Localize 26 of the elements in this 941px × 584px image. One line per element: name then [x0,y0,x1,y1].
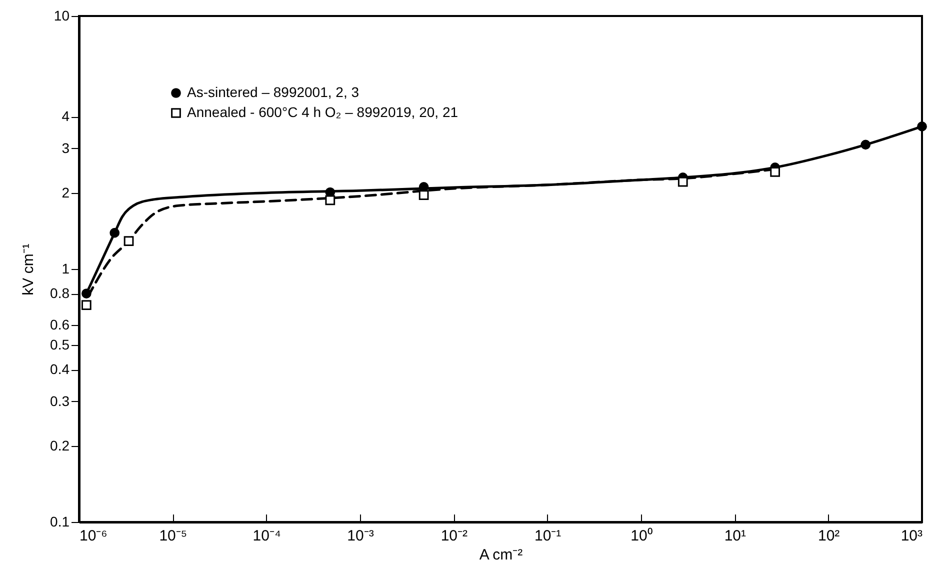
y-tick-label: 0.8 [50,285,70,302]
y-tick-label: 0.6 [50,316,70,333]
y-tick-label: 4 [62,108,70,124]
x-tick-label: 10³ [900,528,922,544]
x-tick-label: 10⁻⁶ [80,528,108,544]
x-axis-title: A cm⁻² [479,546,523,564]
y-tick-label: 0.5 [50,336,70,353]
y-tick-label: 3 [62,140,70,156]
x-tick-label: 10⁻³ [347,528,374,544]
y-tick-label: 2 [62,184,70,200]
y-axis-title: kV cm⁻¹ [20,244,38,296]
legend-label: Annealed - 600°C 4 h O₂ – 8992019, 20, 21 [187,104,458,120]
x-tick-label: 10⁻⁵ [159,528,188,544]
x-tick-label: 10¹ [724,528,746,544]
y-tick-label: 0.2 [50,437,70,454]
x-tick-label: 10⁻² [440,528,468,544]
x-tick-label: 10⁻⁴ [252,528,281,544]
y-tick-label: 0.1 [50,514,70,530]
legend-label: As-sintered – 8992001, 2, 3 [187,84,360,100]
y-tick-label: 1 [62,260,70,276]
x-tick-label: 10⁰ [630,528,652,544]
y-tick-label: 0.3 [50,392,70,409]
y-tick-label: 10 [54,8,70,24]
y-tick-label: 0.4 [50,361,70,378]
x-tick-label: 10⁻¹ [534,528,562,544]
x-tick-label: 10² [818,528,840,544]
